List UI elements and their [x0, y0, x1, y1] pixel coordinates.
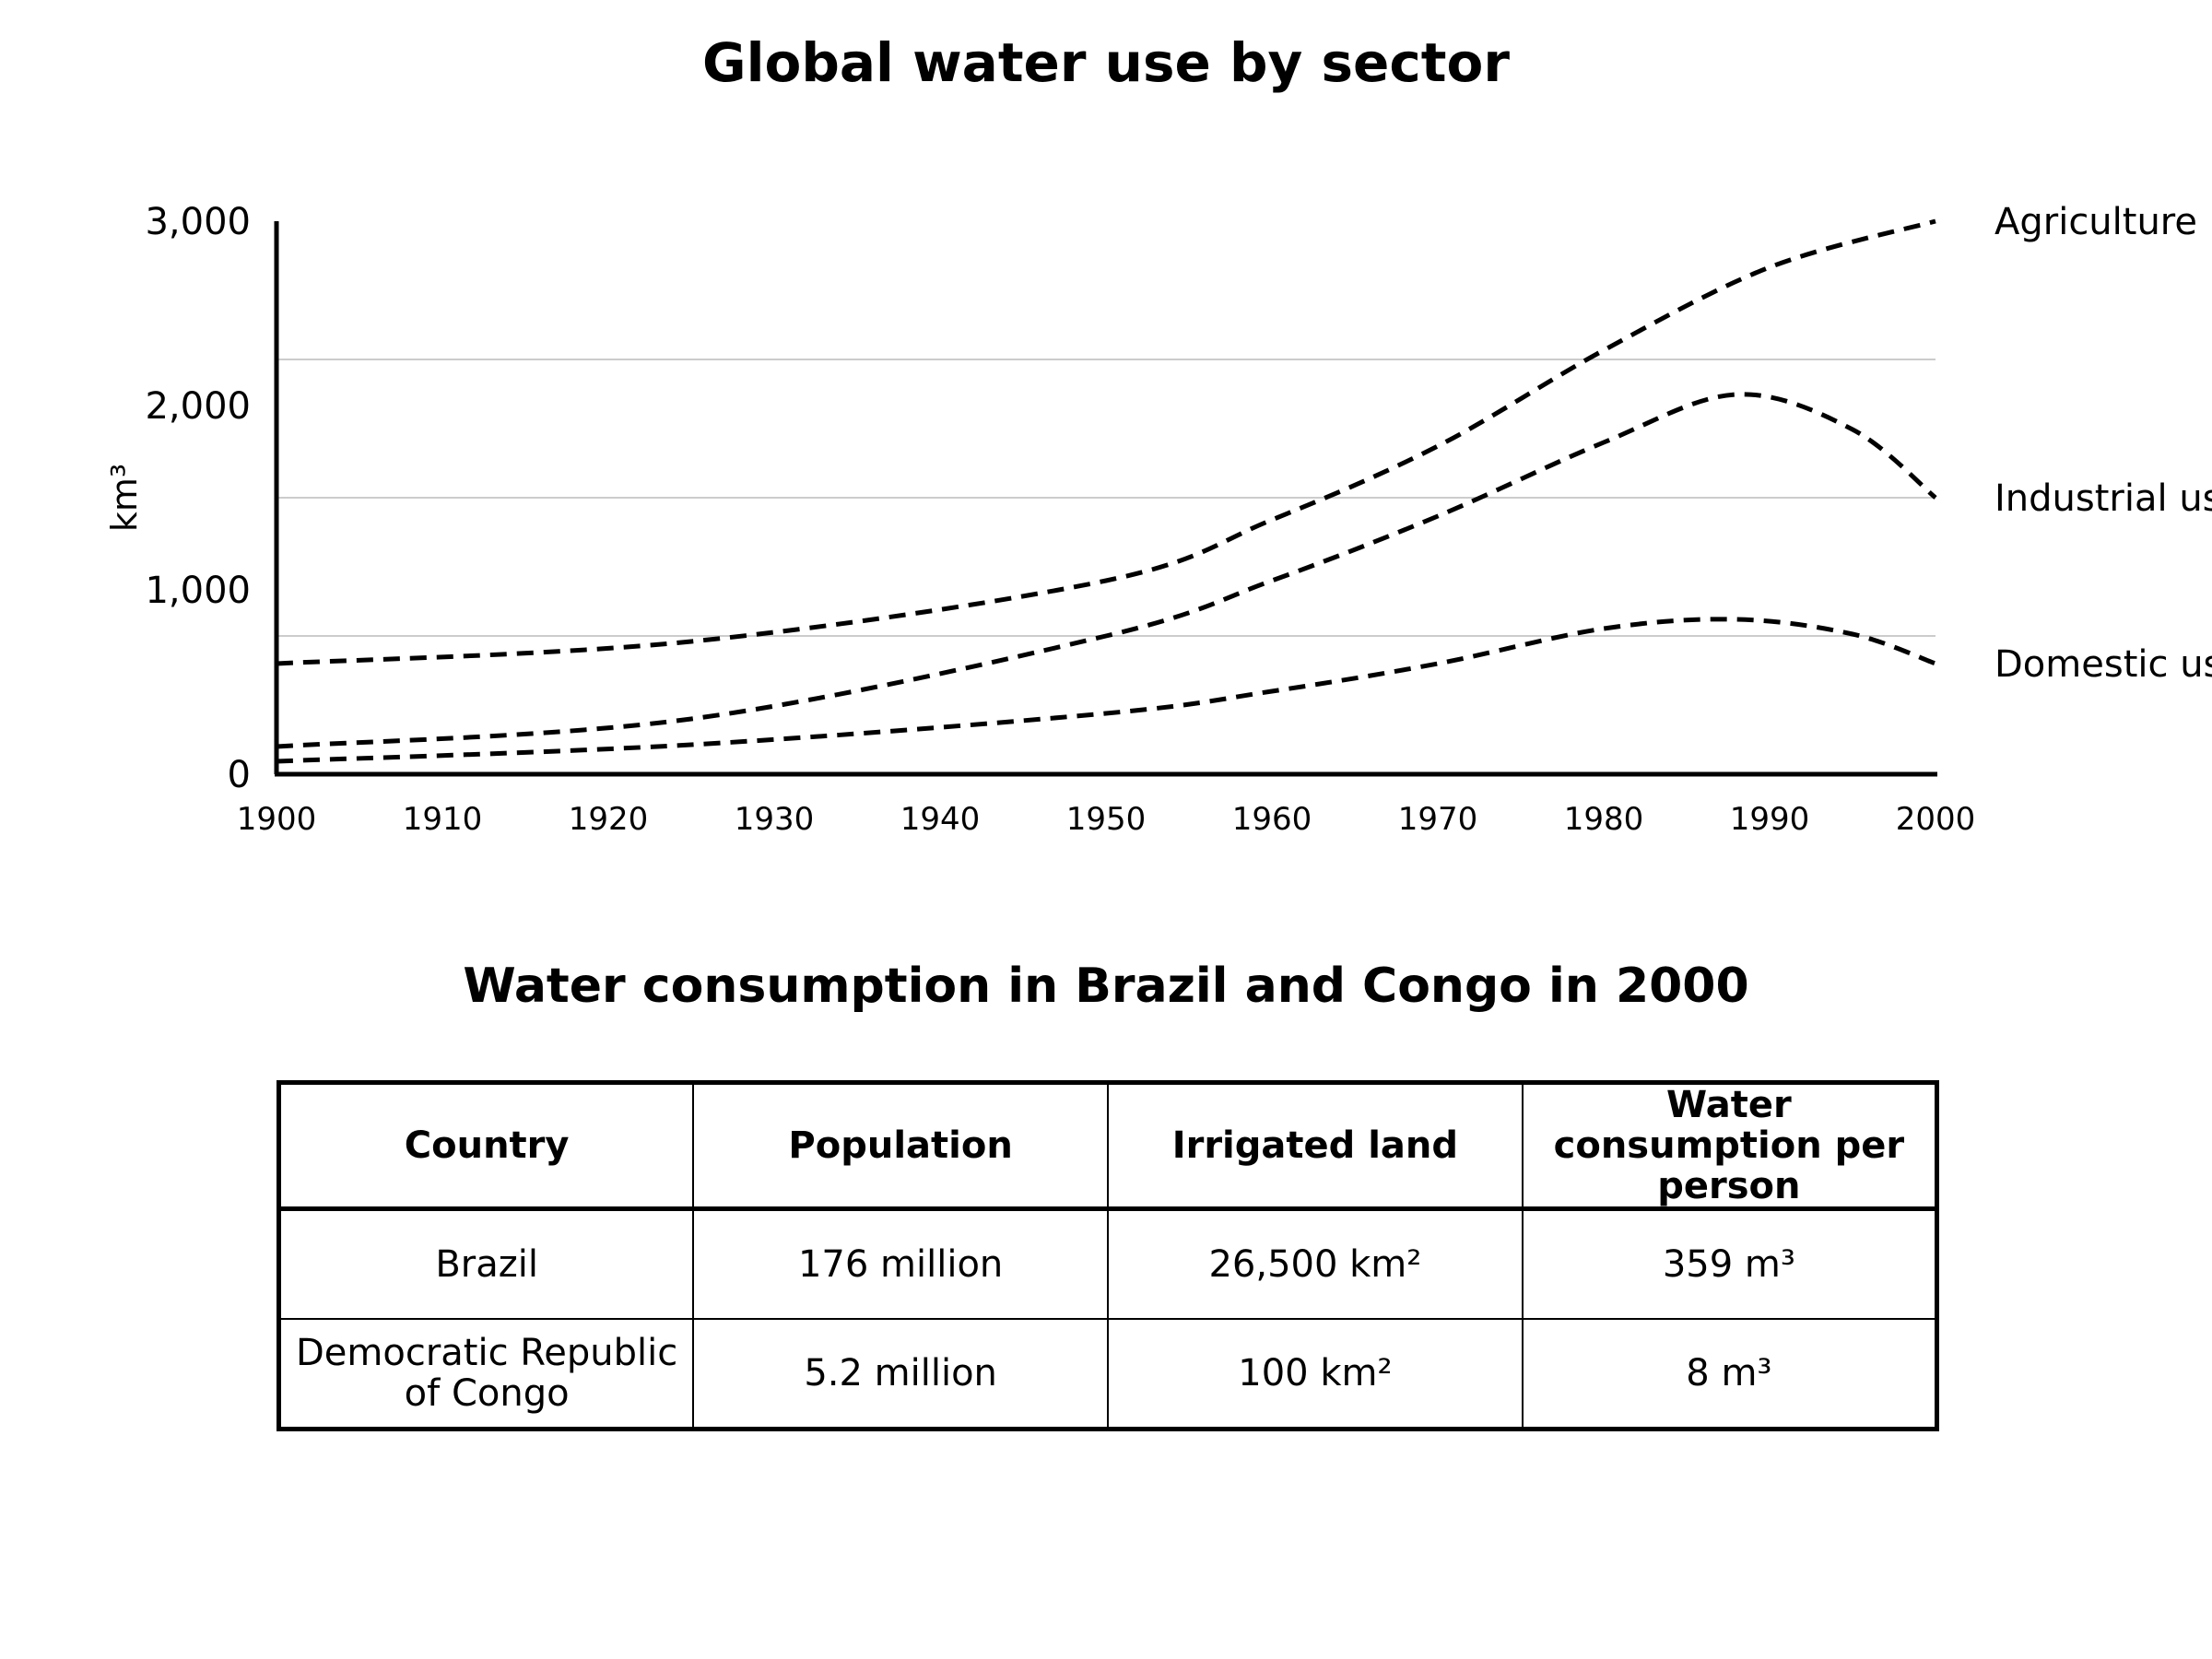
- x-tick-label: 2000: [1896, 801, 1976, 838]
- table-header-row: Country Population Irrigated land Water …: [277, 1081, 1938, 1211]
- series-line-industrial-use: [276, 392, 1937, 749]
- x-tick-label: 1980: [1564, 801, 1644, 838]
- cell-country: Brazil: [277, 1207, 695, 1320]
- y-tick-labels: 0 1,000 2,000 3,000: [145, 201, 251, 796]
- x-tick-label: 1900: [237, 801, 317, 838]
- x-tick-label: 1930: [735, 801, 815, 838]
- series-label-agriculture: Agriculture: [1994, 201, 2197, 243]
- table-row: Brazil 176 million 26,500 km² 359 m³: [277, 1207, 1938, 1320]
- x-tick-label: 1990: [1730, 801, 1810, 838]
- series-label-domestic-use: Domestic use: [1994, 643, 2212, 686]
- chart-title: Global water use by sector: [702, 31, 1510, 94]
- x-tick-label: 1970: [1398, 801, 1478, 838]
- series-line-domestic-use: [276, 617, 1936, 764]
- series-label-industrial-use: Industrial use: [1994, 477, 2212, 520]
- header-irrigated-land: Irrigated land: [1107, 1081, 1524, 1211]
- x-tick-label: 1940: [900, 801, 981, 838]
- header-water-consumption: Water consumption per person: [1521, 1081, 1938, 1211]
- cell-population: 5.2 million: [692, 1318, 1109, 1430]
- axes: [274, 221, 1937, 777]
- cell-population: 176 million: [692, 1207, 1109, 1320]
- gridlines: [276, 359, 1936, 637]
- y-tick-label: 0: [228, 754, 251, 796]
- cell-water-consumption: 8 m³: [1521, 1318, 1938, 1430]
- y-tick-label: 1,000: [145, 570, 251, 612]
- table-title: Water consumption in Brazil and Congo in…: [463, 959, 1749, 1014]
- x-tick-label: 1960: [1232, 801, 1312, 838]
- header-country: Country: [277, 1081, 695, 1211]
- series-line-agriculture: [276, 218, 1936, 666]
- y-axis-label: km³: [104, 464, 145, 532]
- x-tick-label: 1910: [403, 801, 483, 838]
- cell-irrigated-land: 100 km²: [1107, 1318, 1524, 1430]
- cell-country: Democratic Republic of Congo: [277, 1318, 695, 1430]
- series-lines: [276, 218, 1937, 764]
- series-labels: Agriculture Industrial use Domestic use: [1994, 201, 2212, 686]
- cell-water-consumption: 359 m³: [1521, 1207, 1938, 1320]
- table-row: Democratic Republic of Congo 5.2 million…: [277, 1318, 1938, 1430]
- y-tick-label: 3,000: [145, 201, 251, 243]
- x-tick-label: 1950: [1066, 801, 1147, 838]
- header-population: Population: [692, 1081, 1109, 1211]
- y-tick-label: 2,000: [145, 385, 251, 428]
- cell-irrigated-land: 26,500 km²: [1107, 1207, 1524, 1320]
- x-tick-label: 1920: [569, 801, 649, 838]
- x-tick-labels: 1900 1910 1920 1930 1940 1950 1960 1970 1980 1990…: [237, 801, 1976, 838]
- water-consumption-table: Country Population Irrigated land Water …: [276, 1080, 1939, 1431]
- water-use-line-chart: Global water use by sector km³ 0 1,000 2,0…: [104, 31, 2212, 838]
